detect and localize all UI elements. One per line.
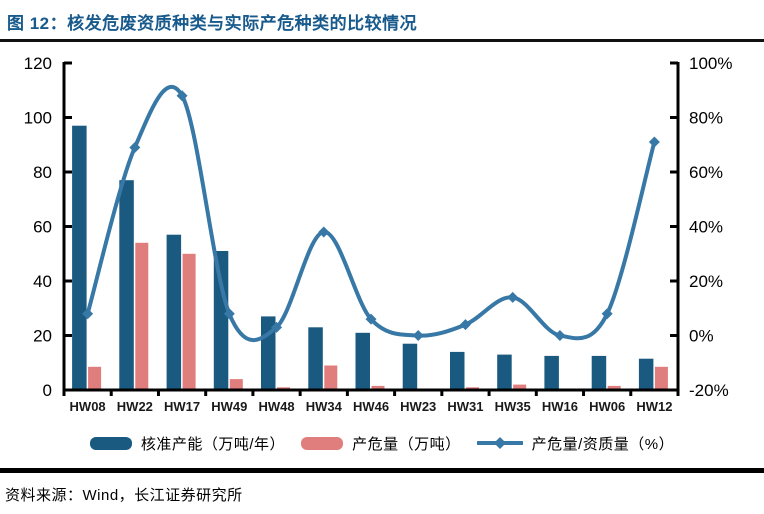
x-label-HW46: HW46 <box>353 399 389 414</box>
bar-approved-capacity-HW08 <box>72 125 87 390</box>
ratio-marker-HW08 <box>82 308 94 320</box>
right-axis-tick-60%: 60% <box>689 163 723 182</box>
bar-hazard-output-HW22 <box>135 242 149 390</box>
x-label-HW16: HW16 <box>542 399 578 414</box>
right-axis-tick-80%: 80% <box>689 109 723 128</box>
left-axis-tick-60: 60 <box>33 218 52 237</box>
x-label-HW08: HW08 <box>70 399 106 414</box>
legend-item-ratio-line: 产危量/资质量（%） <box>476 433 675 454</box>
bar-hazard-output-HW12 <box>654 366 668 390</box>
bar-hazard-output-HW49 <box>229 379 243 390</box>
combo-chart: 0 20 40 60 80 100 120 -20% 0% 20% 40% 60% 80% 100% HW0… <box>0 44 764 416</box>
x-label-HW17: HW17 <box>164 399 200 414</box>
x-label-HW35: HW35 <box>495 399 531 414</box>
x-label-HW49: HW49 <box>211 399 247 414</box>
left-axis-tick-0: 0 <box>43 381 52 400</box>
title-divider <box>0 39 764 42</box>
x-label-HW48: HW48 <box>258 399 294 414</box>
ratio-marker-HW31 <box>459 319 471 331</box>
bar-approved-capacity-HW31 <box>450 351 465 390</box>
ratio-marker-HW49 <box>223 308 235 320</box>
ratio-marker-HW17 <box>176 90 188 102</box>
right-axis-tick-100%: 100% <box>689 54 732 73</box>
bar-hazard-output-HW35 <box>513 384 527 390</box>
approved-capacity-swatch <box>89 436 132 450</box>
left-axis-tick-40: 40 <box>33 272 52 291</box>
ratio-marker-HW06 <box>601 308 613 320</box>
ratio-marker-HW46 <box>365 313 377 325</box>
ratio-marker-HW48 <box>271 321 283 333</box>
bar-approved-capacity-HW49 <box>213 251 229 390</box>
bar-approved-capacity-HW34 <box>308 327 323 390</box>
legend-item-hazard-output: 产危量（万吨） <box>301 433 461 454</box>
ratio-marker-HW23 <box>412 330 424 341</box>
bar-hazard-output-HW34 <box>324 365 338 390</box>
bar-hazard-output-HW08 <box>88 366 102 390</box>
source-attribution: 资料来源：Wind，长江证券研究所 <box>5 487 243 504</box>
right-axis-tick-0%: 0% <box>689 327 714 346</box>
bar-hazard-output-HW06 <box>607 385 621 390</box>
chart-canvas: 0 20 40 60 80 100 120 -20% 0% 20% 40% 60% 80% 100% HW0… <box>24 54 733 414</box>
hazard-output-swatch <box>301 436 344 450</box>
ratio-line-swatch-icon <box>476 437 523 449</box>
bar-hazard-output-HW17 <box>182 253 196 391</box>
page-title: 图 12：核发危废资质种类与实际产危种类的比较情况 <box>7 14 418 33</box>
x-label-HW34: HW34 <box>306 399 343 414</box>
x-label-HW31: HW31 <box>447 399 483 414</box>
bar-approved-capacity-HW12 <box>638 358 654 390</box>
legend-label-approved-capacity: 核准产能（万吨/年） <box>140 435 286 453</box>
bar-approved-capacity-HW23 <box>402 343 418 390</box>
bar-approved-capacity-HW22 <box>119 180 134 390</box>
bar-approved-capacity-HW35 <box>497 354 512 390</box>
ratio-marker-HW35 <box>507 291 519 303</box>
bar-approved-capacity-HW06 <box>591 355 607 390</box>
legend-label-hazard-output: 产危量（万吨） <box>352 435 461 453</box>
right-axis-tick-40%: 40% <box>689 218 723 237</box>
ratio-marker-HW22 <box>129 141 141 153</box>
bottom-divider <box>0 468 764 473</box>
legend-item-approved-capacity: 核准产能（万吨/年） <box>89 433 286 454</box>
left-axis-tick-100: 100 <box>24 109 52 128</box>
ratio-marker-HW16 <box>554 330 566 341</box>
chart-legend: 核准产能（万吨/年） 产危量（万吨） 产危量/资质量（%） <box>0 428 764 458</box>
bar-approved-capacity-HW46 <box>355 332 370 390</box>
right-axis-tick--20%: -20% <box>689 381 729 400</box>
left-axis-tick-120: 120 <box>24 54 52 73</box>
legend-label-ratio: 产危量/资质量（%） <box>531 435 675 453</box>
x-label-HW12: HW12 <box>636 399 672 414</box>
left-axis-tick-80: 80 <box>33 163 52 182</box>
right-axis-tick-20%: 20% <box>689 272 723 291</box>
x-label-HW06: HW06 <box>589 399 625 414</box>
x-label-HW22: HW22 <box>117 399 153 414</box>
bar-approved-capacity-HW17 <box>166 234 182 390</box>
x-label-HW23: HW23 <box>400 399 436 414</box>
ratio-marker-HW12 <box>648 136 660 148</box>
bar-hazard-output-HW46 <box>371 385 385 390</box>
bar-approved-capacity-HW16 <box>544 355 559 390</box>
ratio-marker-HW34 <box>318 226 330 238</box>
left-axis-tick-20: 20 <box>33 327 52 346</box>
